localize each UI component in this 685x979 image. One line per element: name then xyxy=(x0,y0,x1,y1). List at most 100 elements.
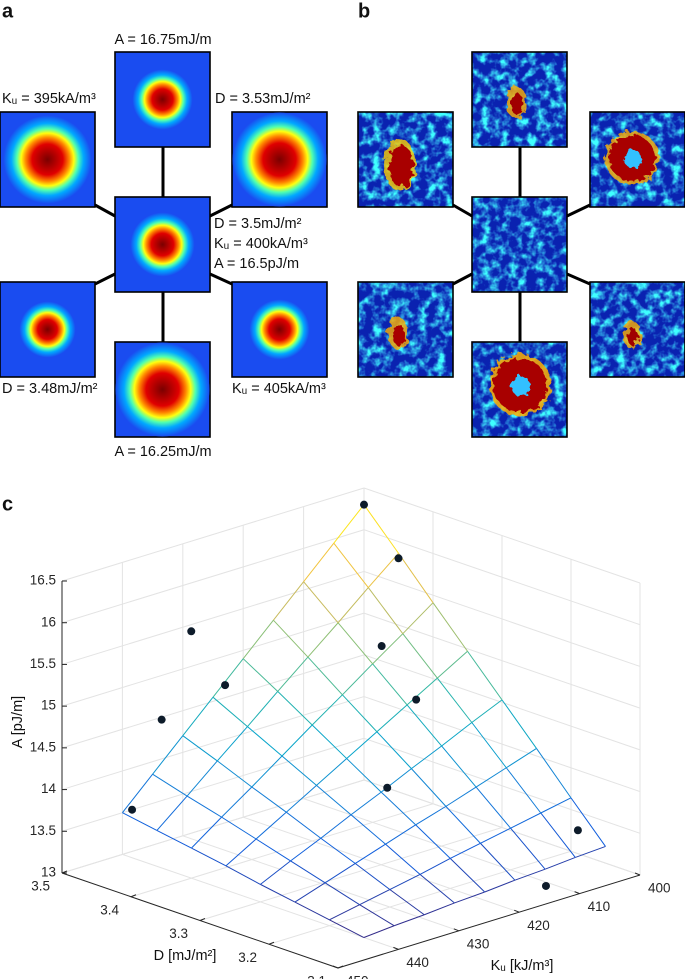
y-tick-label: 410 xyxy=(588,899,611,914)
data-point xyxy=(573,826,582,835)
surface-edge xyxy=(367,587,404,634)
data-point xyxy=(128,805,137,814)
surface-edge xyxy=(307,622,339,658)
y-tick-label: 450 xyxy=(346,974,369,979)
panel-b-images xyxy=(357,51,685,438)
surface-edge xyxy=(316,784,352,816)
grid-line xyxy=(363,737,641,834)
surface-edge xyxy=(329,919,365,938)
data-point xyxy=(541,881,550,890)
data-point xyxy=(394,554,403,563)
grid-line xyxy=(363,696,641,793)
tick-mark xyxy=(337,965,344,969)
z-tick-label: 16 xyxy=(41,614,56,629)
tick-mark xyxy=(514,909,520,913)
surface-edge xyxy=(247,726,283,757)
param-label: A = 16.5pJ/m xyxy=(214,256,299,272)
surface-edge xyxy=(285,811,322,839)
surface-edge xyxy=(454,891,485,904)
surface-edge xyxy=(359,904,395,927)
x-tick-label: 3.4 xyxy=(100,902,119,917)
surface-edge xyxy=(570,797,606,847)
z-tick-label: 15 xyxy=(41,698,56,713)
surface-edge xyxy=(225,865,261,885)
y-tick-label: 440 xyxy=(406,955,429,970)
x-tick-label: 3.1 xyxy=(307,974,326,979)
surface-edge xyxy=(475,786,511,829)
panel-a-images xyxy=(0,51,328,438)
surface-edge xyxy=(436,677,473,723)
surface-edge xyxy=(273,581,304,621)
surface-edge xyxy=(324,882,360,906)
data-point xyxy=(187,627,196,636)
tick-mark xyxy=(634,872,641,876)
surface-edge xyxy=(480,842,516,881)
surface-edge xyxy=(152,773,188,797)
surface-edge xyxy=(122,773,153,813)
surface-edge xyxy=(212,696,248,727)
x-axis-title: D [mJ/m²] xyxy=(154,948,217,964)
surface-edge xyxy=(294,901,330,921)
tick-mark xyxy=(268,941,275,945)
grid-line xyxy=(363,529,641,626)
grid-line xyxy=(363,570,641,667)
surface-edge xyxy=(372,633,404,665)
grid-line xyxy=(61,737,365,832)
surface-edge xyxy=(303,581,339,624)
surface-edge xyxy=(191,816,222,849)
surface-edge xyxy=(480,827,511,844)
param-label: D = 3.5mJ/m² xyxy=(214,216,302,232)
surface-edge xyxy=(316,758,348,786)
surface-edge xyxy=(346,731,378,759)
surface-edge xyxy=(320,814,352,839)
panel-label: c xyxy=(2,493,13,515)
param-label: Kᵤ = 405kA/m³ xyxy=(232,381,326,397)
surface-edge xyxy=(156,829,192,849)
surface-edge xyxy=(376,704,408,733)
surface-edge xyxy=(367,552,399,588)
surface-edge xyxy=(471,722,507,769)
surface-edge xyxy=(182,696,214,736)
grid-line xyxy=(363,779,641,876)
surface-edge xyxy=(186,795,222,818)
param-label: A = 16.25mJ/m xyxy=(114,444,211,460)
surface-edge xyxy=(389,873,421,890)
grid-line xyxy=(243,816,520,913)
surface-edge xyxy=(285,784,317,813)
grid-line xyxy=(268,850,572,945)
surface-edge xyxy=(122,812,158,831)
surface-edge xyxy=(514,868,546,881)
surface-edge xyxy=(449,858,486,893)
surface-edge xyxy=(385,824,416,845)
surface-edge xyxy=(251,755,283,788)
surface-edge xyxy=(436,650,468,679)
surface-edge xyxy=(182,735,218,762)
surface-edge xyxy=(540,812,576,858)
surface-edge xyxy=(342,694,378,733)
surface-edge xyxy=(152,735,184,775)
surface-edge xyxy=(303,542,335,582)
grid-line xyxy=(61,612,365,707)
z-tick-label: 14 xyxy=(41,781,57,796)
surface-edge xyxy=(260,860,291,885)
surface-edge xyxy=(372,663,408,706)
grid-line xyxy=(363,654,641,751)
surface-edge xyxy=(406,704,442,747)
surface-edge xyxy=(247,691,279,727)
surface-edge xyxy=(544,856,576,870)
param-label: Kᵤ = 395kA/m³ xyxy=(2,91,96,107)
tick-mark xyxy=(130,894,137,898)
surface-edge xyxy=(290,837,322,862)
surface-edge xyxy=(402,602,434,635)
surface-edge xyxy=(419,874,455,904)
surface-edge xyxy=(411,768,447,807)
grid-line xyxy=(363,612,641,709)
z-tick-label: 13 xyxy=(41,865,56,880)
surface-edge xyxy=(242,619,274,659)
surface-edge xyxy=(324,863,356,884)
surface-edge xyxy=(342,663,373,696)
grid-line xyxy=(199,827,503,921)
data-point xyxy=(221,681,230,690)
grid-line xyxy=(61,696,365,791)
